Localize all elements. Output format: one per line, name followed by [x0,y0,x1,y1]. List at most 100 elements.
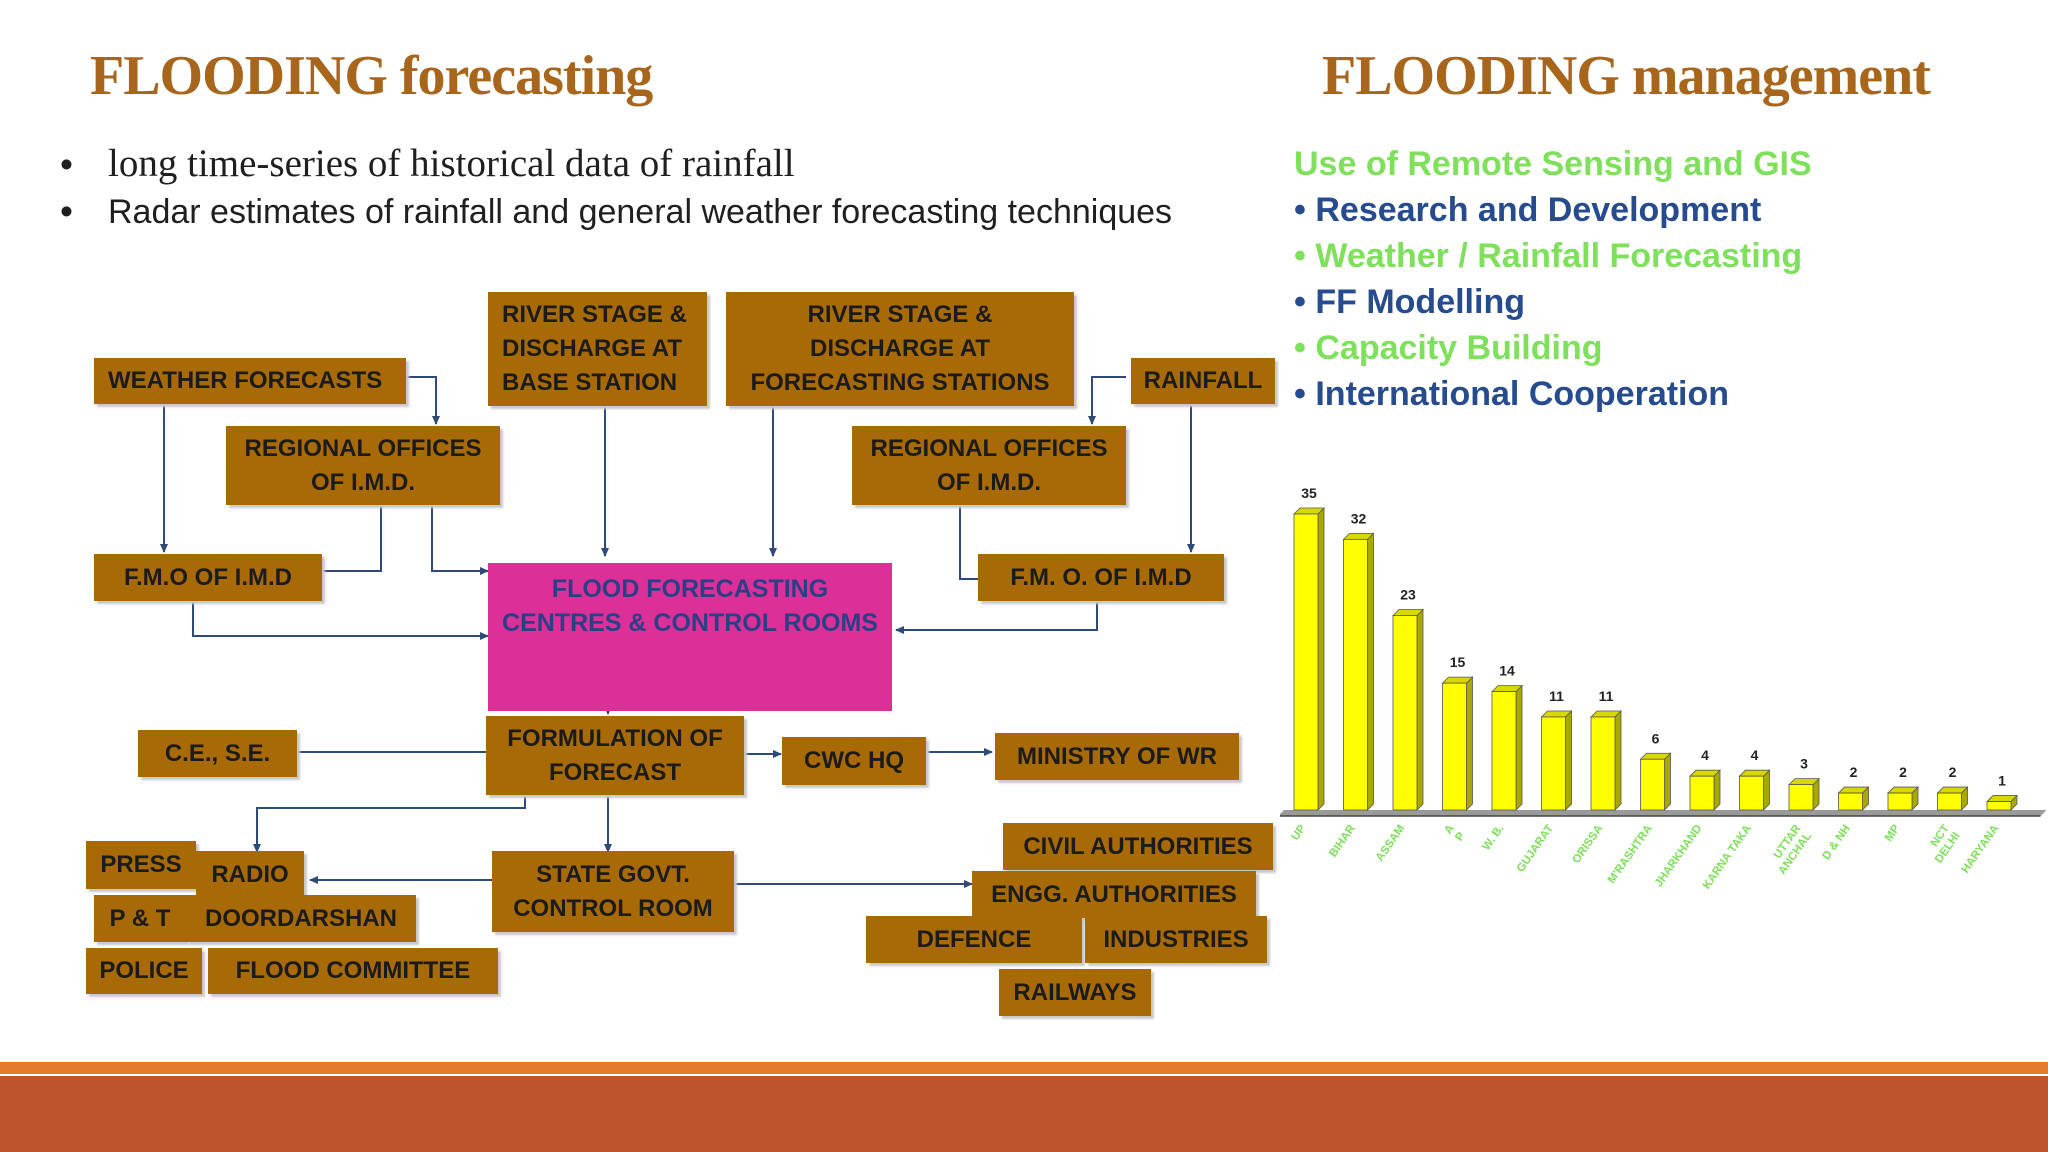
bar [1986,801,2012,811]
category-label: AP [1442,823,1467,844]
bullet-text-2: Radar estimates of rainfall and general … [108,193,1173,231]
management-item: • Research and Development [1294,191,1762,229]
category-label: GUJARAT [1515,823,1556,875]
footer-band-light [0,1062,2048,1074]
civil-authorities-box: CIVIL AUTHORITIES [1003,823,1273,870]
bar-value-label: 32 [1351,510,1367,526]
regional-offices-left-box: REGIONAL OFFICES OF I.M.D. [226,426,500,505]
bar [1392,615,1418,811]
management-item: • International Cooperation [1294,375,1730,413]
bar-value-label: 4 [1701,747,1709,763]
press-box: PRESS [86,841,196,889]
bar [1491,691,1517,811]
industries-box: INDUSTRIES [1085,916,1267,963]
flood-committee-box: FLOOD COMMITTEE [208,948,498,994]
doordarshan-box: DOORDARSHAN [186,895,416,942]
bar-value-label: 1 [1998,773,2006,789]
bar-side [1565,710,1572,811]
bar-side [1466,676,1473,811]
railways-box: RAILWAYS [999,969,1151,1016]
police-box: POLICE [86,948,202,994]
management-item-label: Weather / Rainfall Forecasting [1315,237,1803,275]
management-item: • FF Modelling [1294,283,1525,321]
bar [1640,758,1665,811]
bar-side [1713,769,1721,811]
management-item-label: Research and Development [1315,191,1762,229]
category-label: HARYANA [1959,823,2001,876]
right-title: FLOODING management [1322,45,1931,107]
bullet-text-1: long time-series of historical data of r… [108,142,795,185]
flood-forecasting-centres-box: FLOOD FORECASTING CENTRES & CONTROL ROOM… [488,563,892,711]
category-label: W. B. [1480,823,1506,853]
bar-side [1317,507,1325,811]
defence-box: DEFENCE [866,916,1082,963]
engg-authorities-box: ENGG. AUTHORITIES [972,871,1256,918]
bar-value-label: 23 [1400,586,1416,602]
p-and-t-box: P & T [94,895,186,942]
bar [1887,792,1913,811]
regional-offices-right-box: REGIONAL OFFICES OF I.M.D. [852,426,1126,505]
bar-value-label: 35 [1301,485,1317,501]
bar [1293,513,1319,811]
bar-value-label: 15 [1450,654,1466,670]
bullet-dot: • [60,191,73,232]
category-label: KARNA TAKA [1701,823,1754,892]
river-stage-forecasting-box: RIVER STAGE & DISCHARGE AT FORECASTING S… [726,292,1074,406]
bullet-dot: • [60,144,73,185]
category-label: UP [1289,823,1308,843]
management-item-label: FF Modelling [1315,283,1525,321]
bar [1590,716,1616,811]
category-label: ASSAM [1374,823,1408,864]
bar-value-label: 2 [1850,764,1858,780]
ministry-of-wr-box: MINISTRY OF WR [995,733,1239,780]
bar-value-label: 3 [1800,756,1808,772]
bar [1689,775,1715,811]
ce-se-box: C.E., S.E. [138,730,297,777]
management-item: • Capacity Building [1294,329,1603,367]
left-title: FLOODING forecasting [90,45,653,107]
category-label: M'RASHTRA [1606,823,1655,886]
bar-value-label: 14 [1499,663,1515,679]
management-item-label: Capacity Building [1315,329,1603,367]
bar [1442,682,1467,811]
fmo-left-box: F.M.O OF I.M.D [94,554,322,601]
bar-side [1367,532,1374,811]
river-stage-base-box: RIVER STAGE & DISCHARGE AT BASE STATION [488,292,707,406]
bar-value-label: 4 [1751,747,1759,763]
bar-side [1664,752,1671,811]
rainfall-box: RAINFALL [1131,358,1275,404]
category-label: JHARKHAND [1653,823,1705,890]
bar [1788,784,1814,811]
category-label: NCTDELHI [1922,823,1962,866]
fmo-right-box: F.M. O. OF I.M.D [978,554,1224,601]
category-label: D & NH [1820,823,1853,862]
footer-band-dark [0,1076,2048,1152]
weather-forecasts-box: WEATHER FORECASTS [94,358,406,404]
bar [1541,716,1566,811]
flowchart-arrows [160,376,1195,888]
bar [1343,538,1368,811]
category-label: MP [1883,823,1903,844]
bar-side [1763,769,1770,811]
bar-side [1614,710,1622,811]
bar-side [1416,608,1424,811]
bar [1838,792,1863,811]
cwc-hq-box: CWC HQ [782,737,926,785]
bar-value-label: 2 [1899,764,1907,780]
category-label: ORISSA [1570,823,1605,866]
bar-value-label: 2 [1949,764,1957,780]
management-item: • Weather / Rainfall Forecasting [1294,237,1803,275]
category-label: UTTARANCHAL [1766,822,1815,877]
bar-value-label: 6 [1652,730,1660,746]
chart-floor [1280,810,2047,816]
formulation-of-forecast-box: FORMULATION OF FORECAST [486,716,744,795]
bar-side [1515,684,1523,811]
radio-box: RADIO [196,851,304,899]
management-heading: Use of Remote Sensing and GIS [1294,145,1812,183]
bar-value-label: 11 [1549,688,1564,704]
management-item-label: International Cooperation [1315,375,1730,413]
category-label: BIHAR [1327,822,1358,859]
bar [1739,775,1764,811]
bar [1937,792,1962,811]
